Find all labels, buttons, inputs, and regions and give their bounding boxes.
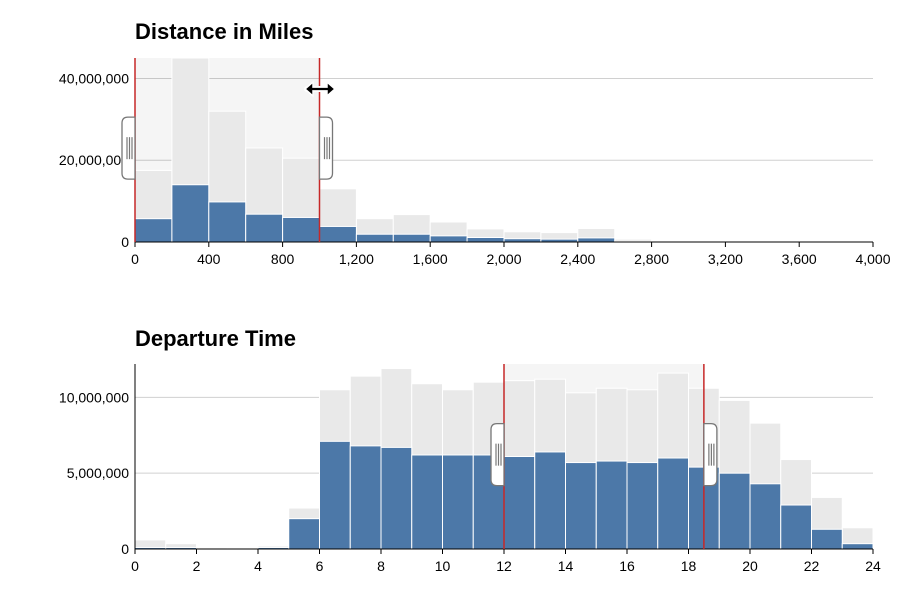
selected-bar — [780, 504, 812, 550]
x-tick-label: 2 — [193, 558, 201, 574]
x-tick-label: 10 — [435, 558, 451, 574]
selected-bar — [245, 213, 284, 243]
selected-bar — [534, 451, 566, 550]
resize-cursor-icon — [303, 80, 337, 98]
selected-bar — [171, 184, 210, 243]
x-tick-label: 4,000 — [855, 251, 890, 267]
x-tick-label: 1,200 — [339, 251, 374, 267]
selected-bar — [288, 518, 320, 550]
chart-title: Departure Time — [135, 326, 296, 351]
selected-bar — [811, 528, 843, 550]
selected-bar — [657, 457, 689, 550]
handle-body[interactable] — [121, 116, 136, 180]
x-tick-label: 16 — [619, 558, 635, 574]
x-tick-label: 22 — [804, 558, 820, 574]
brush-handle-right[interactable] — [318, 116, 334, 180]
selected-bar — [749, 483, 782, 550]
selected-bar — [429, 235, 468, 243]
x-tick-label: 0 — [131, 251, 139, 267]
y-tick-label: 0 — [121, 541, 129, 557]
selected-bar — [503, 456, 536, 550]
selected-bar — [577, 237, 616, 243]
handle-body[interactable] — [318, 116, 334, 180]
selected-bar — [319, 225, 357, 243]
x-tick-label: 20 — [742, 558, 758, 574]
x-tick-label: 14 — [558, 558, 574, 574]
selected-bar — [208, 201, 247, 243]
y-tick-label: 5,000,000 — [67, 465, 129, 481]
brush-handle-left[interactable] — [490, 423, 505, 487]
x-tick-label: 2,800 — [634, 251, 669, 267]
selected-bar — [442, 454, 474, 550]
distance-histogram: Distance in Miles 0 20,000,000 40,000,000 0… — [59, 19, 891, 267]
selected-bar — [282, 216, 321, 243]
selected-bar — [626, 462, 659, 550]
selected-bar — [565, 462, 597, 550]
selected-bar — [134, 218, 173, 243]
x-tick-label: 2,400 — [560, 251, 595, 267]
x-tick-label: 8 — [377, 558, 385, 574]
selected-bar — [841, 543, 874, 550]
selected-bar — [349, 445, 382, 550]
x-tick-label: 3,600 — [782, 251, 817, 267]
x-tick-label: 12 — [496, 558, 512, 574]
handle-body[interactable] — [703, 423, 718, 487]
x-tick-label: 3,200 — [708, 251, 743, 267]
selected-bar — [380, 446, 413, 550]
y-tick-label: 20,000,000 — [59, 152, 129, 168]
x-tick-label: 1,600 — [413, 251, 448, 267]
x-tick-label: 4 — [254, 558, 262, 574]
y-tick-label: 0 — [121, 234, 129, 250]
x-tick-label: 400 — [197, 251, 221, 267]
chart-title: Distance in Miles — [135, 19, 314, 44]
selected-bar — [355, 233, 394, 243]
x-tick-label: 24 — [865, 558, 881, 574]
y-tick-label: 40,000,000 — [59, 70, 129, 86]
selected-bar — [392, 233, 431, 243]
x-tick-label: 2,000 — [486, 251, 521, 267]
selected-bar — [411, 454, 443, 550]
x-tick-label: 6 — [316, 558, 324, 574]
brush-handle-right[interactable] — [703, 423, 718, 487]
selected-bar — [319, 440, 351, 550]
x-tick-label: 800 — [271, 251, 295, 267]
x-tick-label: 0 — [131, 558, 139, 574]
x-tick-label: 18 — [681, 558, 697, 574]
brush-handle-left[interactable] — [121, 116, 136, 180]
handle-body[interactable] — [490, 423, 505, 487]
selected-bar — [718, 472, 751, 550]
y-tick-label: 10,000,000 — [59, 389, 129, 405]
selected-bar — [595, 460, 628, 550]
selected-bar — [466, 237, 505, 243]
